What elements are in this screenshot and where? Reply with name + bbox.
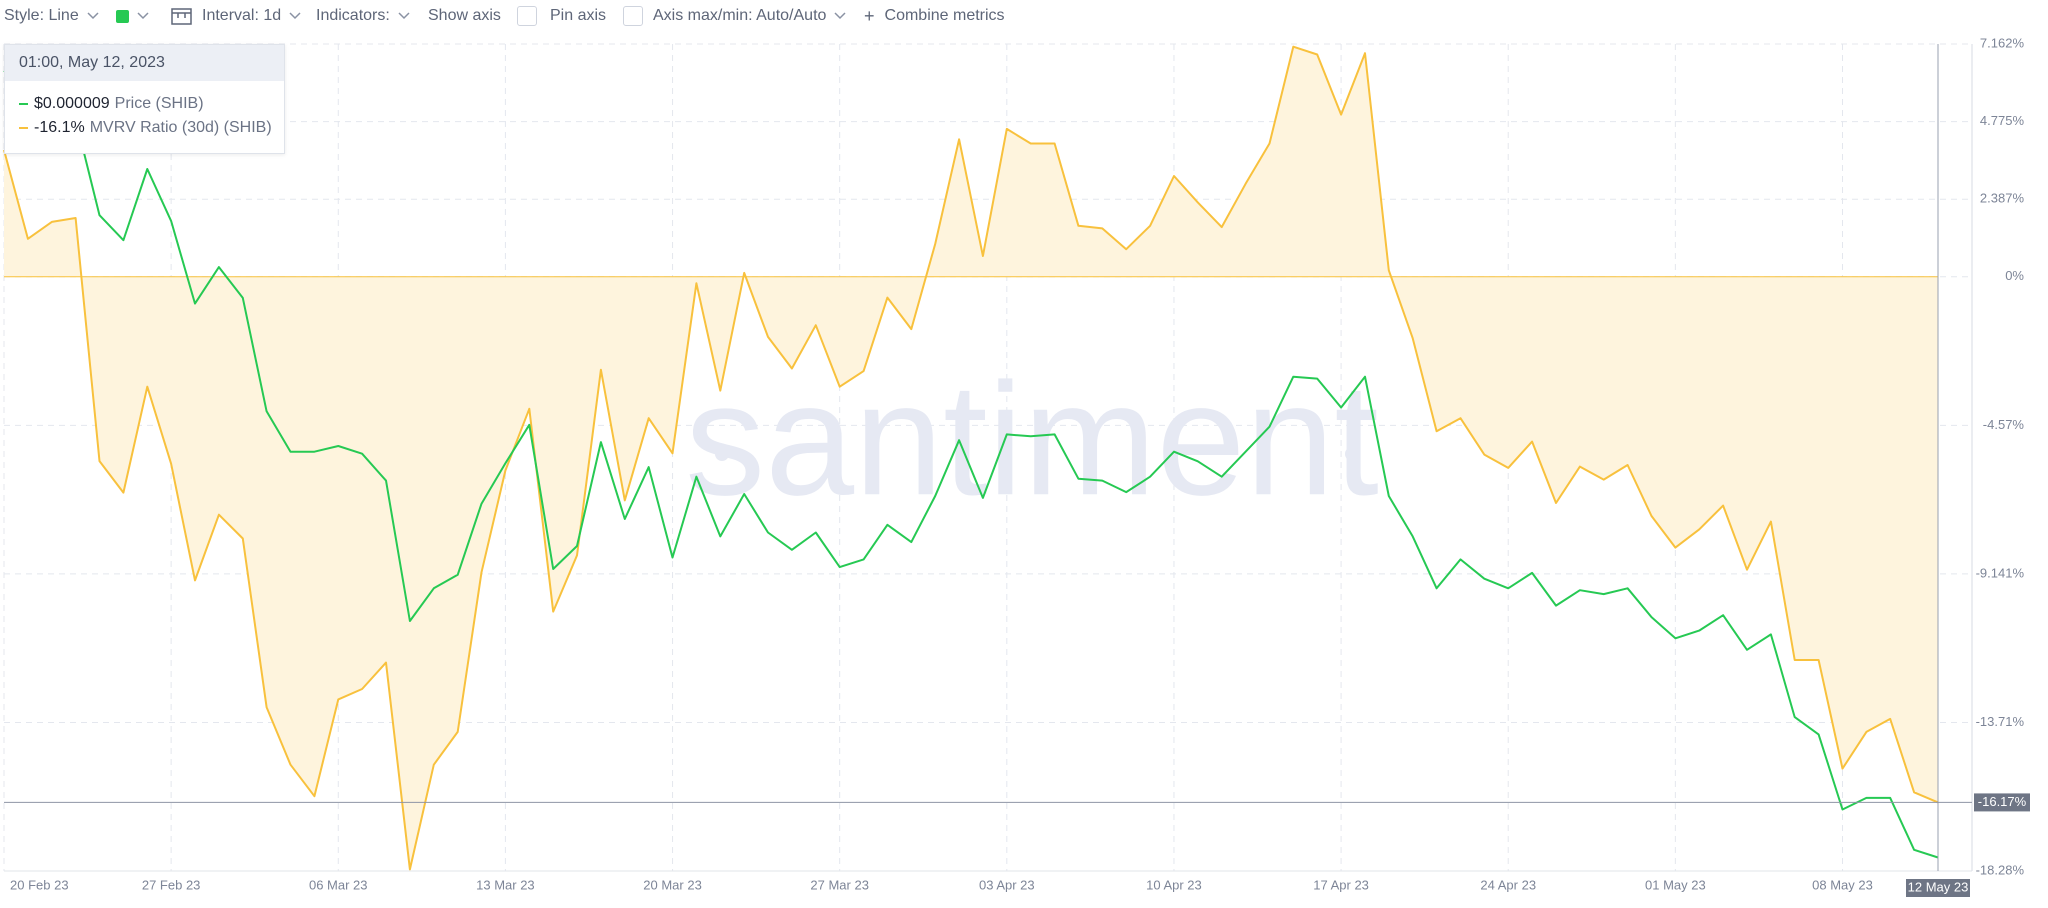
watermark-dot <box>715 447 729 461</box>
x-tick-label: 08 May 23 <box>1812 877 1873 892</box>
date-badge <box>1906 879 1970 897</box>
y-tick-label: 7.162% <box>1980 35 2025 50</box>
plus-icon: + <box>864 5 875 26</box>
y-tick-label: -9.141% <box>1976 565 2025 580</box>
style-select[interactable]: Style: Line <box>4 5 99 27</box>
checkbox[interactable] <box>623 6 644 26</box>
y-tick-label: -4.57% <box>1983 417 2025 432</box>
chevron <box>87 12 99 20</box>
series-line <box>3 45 1939 871</box>
x-tick-label: 13 Mar 23 <box>476 877 535 892</box>
axis-range-select[interactable]: Axis max/min: Auto/Auto <box>653 5 846 27</box>
pin-axis-label: Pin axis <box>550 7 607 24</box>
x-tick-label: 20 Feb 23 <box>10 877 69 892</box>
x-tick-label: 03 Apr 23 <box>979 877 1035 892</box>
tooltip-label: MVRV Ratio (30d) (SHIB) <box>89 119 272 136</box>
x-tick-label: 24 Apr 23 <box>1480 877 1536 892</box>
x-tick-label: 06 Mar 23 <box>309 877 368 892</box>
x-tick-label: 20 Mar 23 <box>643 877 702 892</box>
watermark-dot <box>1345 447 1359 461</box>
y-tick-label: 4.775% <box>1980 113 2025 128</box>
x-tick-label: 27 Mar 23 <box>810 877 869 892</box>
y-tick-label: 0% <box>2005 268 2024 283</box>
x-tick-label: 12 May 23 <box>1908 879 1969 894</box>
x-tick-label: 27 Feb 23 <box>142 877 201 892</box>
overlay: 7.162% 4.775% 2.387% 0% -4.57% -9.141% -13.71%… <box>4 35 2030 897</box>
tooltip-value: -16.1% <box>34 119 85 136</box>
combine-button[interactable]: + Combine metrics <box>864 5 1005 27</box>
tooltip-value: $0.000009 <box>34 95 110 112</box>
series-line <box>3 70 1939 859</box>
legend-marker <box>19 127 28 129</box>
chevron <box>834 12 846 20</box>
y-tick-label: -18.28% <box>1976 862 2025 877</box>
tooltip: 01:00, May 12, 2023 $0.000009 Price (SHIB… <box>4 44 285 154</box>
pin-axis-toggle[interactable]: Pin axis <box>550 5 644 27</box>
watermark-text: santiment <box>685 349 1379 528</box>
tooltip-date: 01:00, May 12, 2023 <box>5 45 284 81</box>
areas <box>4 46 1938 870</box>
tooltip-row: $0.000009 Price (SHIB) <box>19 95 204 113</box>
legend-marker <box>19 103 28 105</box>
x-tick-label: 01 May 23 <box>1645 877 1706 892</box>
interval-label: Interval: 1d <box>202 7 282 24</box>
show-axis-toggle[interactable]: Show axis <box>428 5 537 27</box>
color-swatch <box>116 9 129 23</box>
chevron <box>398 12 410 20</box>
combine-label: Combine metrics <box>884 7 1005 24</box>
checkbox[interactable] <box>516 6 537 26</box>
show-axis-label: Show axis <box>428 7 501 24</box>
watermark: santiment <box>685 349 1379 528</box>
indicators-select[interactable]: Indicators: <box>316 5 410 27</box>
x-tick-label: 17 Apr 23 <box>1313 877 1369 892</box>
lines <box>3 45 1939 871</box>
calendar-icon <box>171 8 192 25</box>
chevron <box>137 12 149 20</box>
axis-range-label: Axis max/min: Auto/Auto <box>653 7 827 24</box>
x-tick-label: 10 Apr 23 <box>1146 877 1202 892</box>
color-select[interactable] <box>116 5 149 27</box>
y-tick-label: -13.71% <box>1976 714 2025 729</box>
indicators-label: Indicators: <box>316 7 390 24</box>
style-label: Style: Line <box>4 7 79 24</box>
tooltip-label: Price (SHIB) <box>114 95 204 112</box>
interval-select[interactable]: Interval: 1d <box>171 5 301 27</box>
y-tick-label: 2.387% <box>1980 191 2025 206</box>
chevron <box>289 12 301 20</box>
current-value-badge <box>1974 793 2030 812</box>
area <box>4 46 1938 870</box>
current-value-label: -16.17% <box>1978 794 2027 809</box>
tooltip-row: -16.1% MVRV Ratio (30d) (SHIB) <box>19 119 272 137</box>
